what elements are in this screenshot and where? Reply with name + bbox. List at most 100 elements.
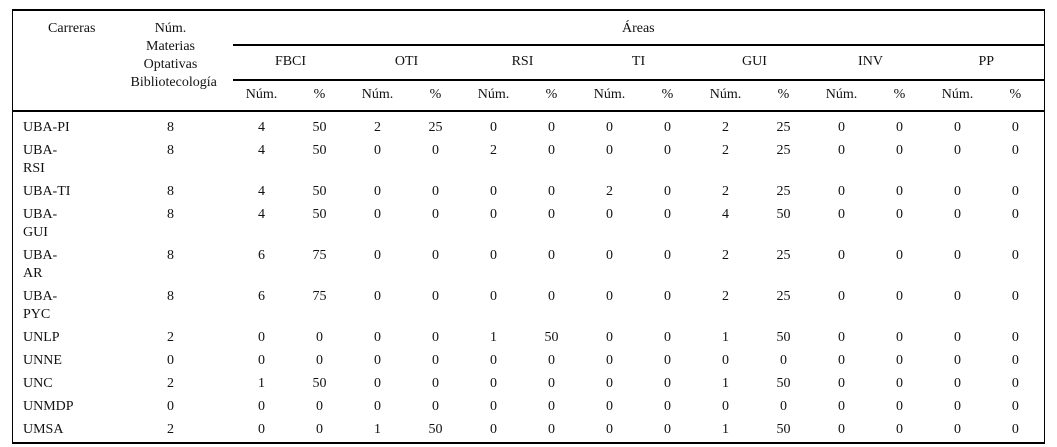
area-value-cell: 0 — [432, 143, 439, 158]
area-value-cell: 50 — [776, 330, 791, 345]
area-value-cell: 0 — [432, 184, 439, 199]
area-value-cell: 0 — [722, 399, 729, 414]
area-value-cell: 0 — [896, 376, 903, 391]
area-value-cell: 0 — [548, 422, 555, 437]
area-value-cell: 0 — [316, 353, 323, 368]
area-value-cell: 0 — [606, 353, 613, 368]
table-row: UNNE 0 0 0 0 0 0 0 0 0 0 0 0 0 0 0 — [13, 350, 1045, 373]
area-value-cell: 0 — [838, 289, 845, 304]
area-value-cell: 0 — [954, 422, 961, 437]
area-value-cell: 50 — [544, 330, 559, 345]
area-value-cell: 0 — [490, 376, 497, 391]
carrera-cell: UNLP — [23, 330, 60, 345]
area-value-cell: 6 — [258, 248, 265, 263]
area-value-cell: 0 — [258, 353, 265, 368]
area-value-cell: 0 — [432, 399, 439, 414]
area-value-cell: 0 — [490, 207, 497, 222]
carrera-cell: UMSA — [23, 422, 64, 437]
table-row: UBA- GUI 8 4 50 0 0 0 0 0 0 4 50 0 0 0 0 — [13, 204, 1045, 245]
table-row: UBA- RSI 8 4 50 0 0 2 0 0 0 2 25 0 0 0 0 — [13, 140, 1045, 181]
area-value-cell: 0 — [722, 353, 729, 368]
percent-subheader: % — [986, 80, 1045, 112]
table-row: UBA-TI 8 4 50 0 0 0 0 2 0 2 25 0 0 0 0 — [13, 181, 1045, 204]
area-value-cell: 0 — [432, 207, 439, 222]
carrera-cell: UNC — [23, 376, 53, 391]
area-value-cell: 0 — [896, 399, 903, 414]
area-value-cell: 0 — [896, 143, 903, 158]
num-subheader: Núm. — [696, 80, 755, 112]
num-subheader: Núm. — [464, 80, 523, 112]
area-value-cell: 0 — [954, 143, 961, 158]
area-value-cell: 0 — [1011, 289, 1019, 304]
column-header-carreras: Carreras — [12, 10, 131, 112]
area-value-cell: 50 — [776, 376, 791, 391]
area-value-cell: 0 — [838, 353, 845, 368]
area-value-cell: 0 — [548, 207, 555, 222]
areas-group-header: Áreas — [232, 10, 1045, 46]
area-value-cell: 0 — [374, 330, 381, 345]
area-value-cell: 1 — [258, 376, 265, 391]
area-value-cell: 0 — [838, 120, 845, 135]
area-names-row: FBCI OTI RSI TI GUI INV PP — [13, 45, 1045, 81]
table-header: Carreras Núm. Materias Optativas Bibliot… — [12, 10, 1045, 112]
area-header-rsi: RSI — [464, 45, 581, 81]
subheader-row: Núm.% Núm.% Núm.% Núm.% Núm.% Núm.% Núm.% — [13, 80, 1045, 112]
area-value-cell: 0 — [606, 143, 613, 158]
area-value-cell: 4 — [258, 143, 265, 158]
area-value-cell: 0 — [374, 184, 381, 199]
percent-subheader: % — [290, 80, 349, 112]
area-value-cell: 25 — [776, 184, 791, 199]
area-value-cell: 25 — [776, 289, 791, 304]
percent-subheader: % — [754, 80, 813, 112]
area-value-cell: 0 — [606, 330, 613, 345]
optativas-cell: 8 — [167, 289, 174, 304]
area-value-cell: 0 — [896, 289, 903, 304]
area-value-cell: 0 — [374, 289, 381, 304]
header-row-top: Carreras Núm. Materias Optativas Bibliot… — [12, 10, 1045, 112]
area-value-cell: 25 — [428, 120, 443, 135]
area-value-cell: 0 — [606, 399, 613, 414]
area-value-cell: 0 — [896, 422, 903, 437]
area-value-cell: 2 — [374, 120, 381, 135]
area-value-cell: 0 — [548, 120, 555, 135]
area-value-cell: 0 — [664, 376, 671, 391]
area-value-cell: 0 — [490, 184, 497, 199]
area-value-cell: 0 — [548, 143, 555, 158]
num-subheader: Núm. — [928, 80, 987, 112]
area-value-cell: 0 — [316, 399, 323, 414]
area-value-cell: 2 — [722, 120, 729, 135]
area-value-cell: 1 — [722, 376, 729, 391]
area-value-cell: 75 — [312, 289, 327, 304]
area-value-cell: 0 — [664, 422, 671, 437]
area-value-cell: 0 — [896, 330, 903, 345]
area-value-cell: 25 — [776, 120, 791, 135]
percent-subheader: % — [406, 80, 465, 112]
optativas-cell: 2 — [167, 376, 174, 391]
area-value-cell: 0 — [1011, 330, 1019, 345]
area-value-cell: 0 — [664, 143, 671, 158]
area-value-cell: 0 — [548, 289, 555, 304]
area-value-cell: 0 — [780, 399, 787, 414]
area-value-cell: 0 — [954, 399, 961, 414]
num-subheader: Núm. — [232, 80, 291, 112]
area-value-cell: 4 — [258, 184, 265, 199]
area-value-cell: 0 — [838, 376, 845, 391]
percent-subheader: % — [870, 80, 929, 112]
optativas-cell: 8 — [167, 120, 174, 135]
area-value-cell: 0 — [664, 120, 671, 135]
area-value-cell: 0 — [664, 248, 671, 263]
optativas-cell: 0 — [167, 353, 174, 368]
area-value-cell: 0 — [374, 143, 381, 158]
area-value-cell: 0 — [490, 422, 497, 437]
area-value-cell: 0 — [896, 353, 903, 368]
area-value-cell: 0 — [374, 353, 381, 368]
area-value-cell: 0 — [1011, 353, 1019, 368]
area-value-cell: 0 — [432, 289, 439, 304]
table-row: UMSA 2 0 0 1 50 0 0 0 0 1 50 0 0 0 0 — [13, 419, 1045, 443]
area-value-cell: 0 — [780, 353, 787, 368]
table-row: UBA- PYC 8 6 75 0 0 0 0 0 0 2 25 0 0 0 0 — [13, 286, 1045, 327]
carrera-cell: UBA- GUI — [23, 207, 58, 240]
optativas-cell: 0 — [167, 399, 174, 414]
area-value-cell: 0 — [606, 120, 613, 135]
percent-subheader: % — [522, 80, 581, 112]
